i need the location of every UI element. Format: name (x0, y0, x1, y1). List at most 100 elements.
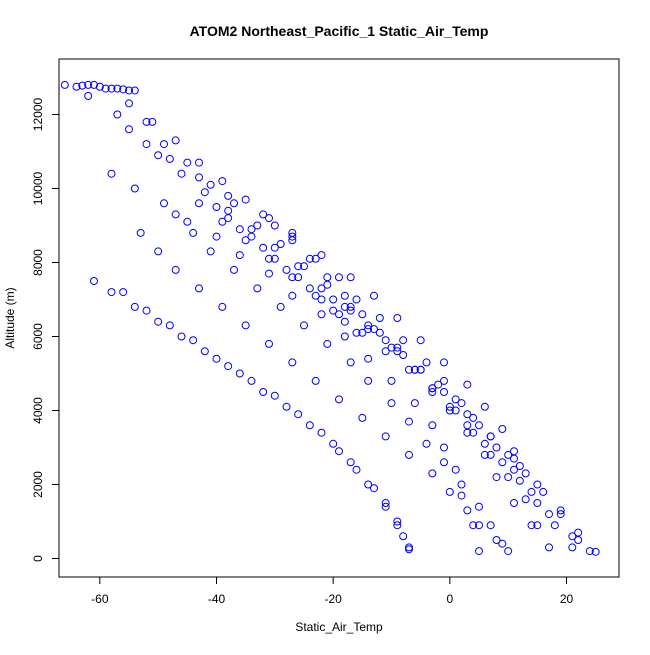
data-point (288, 236, 297, 245)
data-point (148, 117, 157, 126)
data-point (189, 228, 198, 237)
data-point (399, 351, 408, 359)
data-point (340, 332, 349, 341)
data-point (440, 443, 448, 452)
data-point (154, 247, 163, 256)
x-tick-label: -40 (208, 592, 226, 606)
data-point (107, 288, 116, 297)
y-tick-label: 2000 (31, 471, 45, 498)
data-point (375, 314, 384, 322)
data-point (142, 140, 151, 149)
data-point (486, 521, 495, 530)
data-point (434, 380, 443, 389)
data-point (113, 84, 122, 93)
data-point (440, 388, 448, 396)
data-point (393, 521, 402, 530)
data-point (235, 251, 244, 260)
data-point (451, 395, 460, 404)
data-point (451, 406, 460, 415)
data-point (480, 450, 489, 459)
data-point (510, 454, 518, 463)
chart-title: ATOM2 Northeast_Pacific_1 Static_Air_Tem… (190, 23, 489, 39)
data-point (527, 487, 536, 496)
data-point (265, 339, 273, 348)
data-point (346, 358, 355, 367)
data-point (340, 317, 349, 326)
data-point (253, 284, 262, 293)
y-axis-label: Altitude (m) (3, 287, 17, 348)
data-point (265, 214, 273, 223)
data-point (60, 80, 69, 89)
data-point (428, 388, 437, 396)
data-point (90, 80, 98, 89)
data-point (422, 439, 431, 448)
data-point (445, 487, 454, 496)
data-point (463, 380, 472, 389)
data-point (475, 502, 483, 511)
data-point (317, 428, 326, 437)
data-point (527, 521, 536, 530)
data-point (294, 273, 303, 282)
x-tick-label: 20 (560, 592, 574, 606)
data-point (585, 547, 594, 556)
data-point (125, 99, 133, 108)
data-point (230, 199, 238, 208)
data-point (171, 265, 180, 274)
data-point (165, 154, 174, 163)
data-point (259, 243, 268, 252)
data-point (346, 306, 355, 315)
data-point (224, 191, 233, 200)
data-point (72, 82, 81, 91)
data-point (515, 476, 524, 485)
y-tick-label: 4000 (31, 397, 45, 424)
data-point (375, 328, 384, 337)
data-point (282, 265, 291, 274)
data-point (294, 410, 303, 419)
data-point (393, 343, 402, 352)
data-point (311, 254, 320, 263)
data-point (364, 325, 373, 334)
data-point (556, 510, 565, 519)
data-point (370, 484, 378, 493)
data-point (422, 358, 431, 367)
data-point (154, 151, 163, 160)
data-point (545, 543, 553, 552)
data-point (317, 295, 326, 304)
data-point (270, 221, 279, 230)
data-point (533, 499, 542, 507)
data-point (241, 236, 250, 245)
data-point (480, 402, 489, 411)
data-point (591, 547, 600, 556)
data-point (504, 547, 513, 556)
data-point (463, 506, 472, 515)
data-point (300, 321, 308, 330)
data-point (387, 399, 396, 408)
data-point (206, 247, 215, 256)
data-point (370, 291, 378, 300)
data-point (440, 358, 448, 367)
data-point (311, 291, 320, 300)
data-point (405, 365, 413, 374)
data-point (218, 177, 227, 186)
y-tick-label: 6000 (31, 323, 45, 350)
data-point (288, 273, 297, 282)
data-point (125, 125, 133, 134)
x-tick-label: -60 (91, 592, 109, 606)
data-point (533, 521, 542, 530)
data-point (183, 158, 192, 167)
data-point (84, 92, 93, 100)
data-point (142, 117, 151, 126)
data-point (475, 547, 483, 556)
data-point (340, 302, 349, 311)
points-layer (60, 80, 600, 556)
data-point (259, 388, 268, 396)
data-point (247, 232, 256, 241)
data-point (387, 376, 396, 385)
data-point (329, 439, 338, 448)
data-point (113, 110, 122, 119)
data-point (381, 502, 390, 511)
data-point (346, 302, 355, 311)
data-point (521, 495, 530, 504)
data-point (393, 347, 402, 356)
data-point (171, 136, 180, 145)
